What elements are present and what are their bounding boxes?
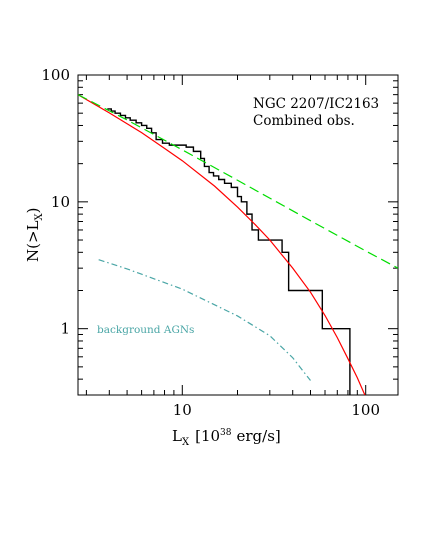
x-axis-label-unit-sup: 38 xyxy=(220,428,232,438)
series-fit-powerlaw xyxy=(78,94,398,269)
y-axis-label-sub: X xyxy=(34,212,45,220)
tick-labels: 10 100 1 10 100 xyxy=(41,66,380,419)
y-tick-label: 1 xyxy=(60,320,70,338)
annotation-background-agns: background AGNs xyxy=(97,324,194,336)
x-axis-label-main: L xyxy=(172,427,182,445)
series-observed-step xyxy=(107,108,351,395)
axis-ticks xyxy=(78,74,398,396)
y-axis-label-pre: N(>L xyxy=(24,220,42,262)
y-axis-label: N(>LX) xyxy=(24,208,45,263)
x-axis-label: LX [1038 erg/s] xyxy=(172,427,281,448)
x-tick-label: 100 xyxy=(351,401,380,419)
x-axis-label-unit-post: erg/s] xyxy=(237,427,281,445)
y-axis-label-post: ) xyxy=(24,208,42,214)
annotation-observation: Combined obs. xyxy=(253,113,355,129)
annotation-galaxy: NGC 2207/IC2163 xyxy=(253,96,379,112)
x-axis-label-unit-pre: [10 xyxy=(195,427,220,445)
x-axis-label-sub: X xyxy=(182,437,190,448)
series-layer xyxy=(78,94,398,395)
y-tick-label: 100 xyxy=(41,66,70,84)
series-background-agns xyxy=(98,259,311,381)
series-fit-cutoff xyxy=(78,94,366,395)
x-tick-label: 10 xyxy=(173,401,192,419)
y-tick-label: 10 xyxy=(51,193,70,211)
